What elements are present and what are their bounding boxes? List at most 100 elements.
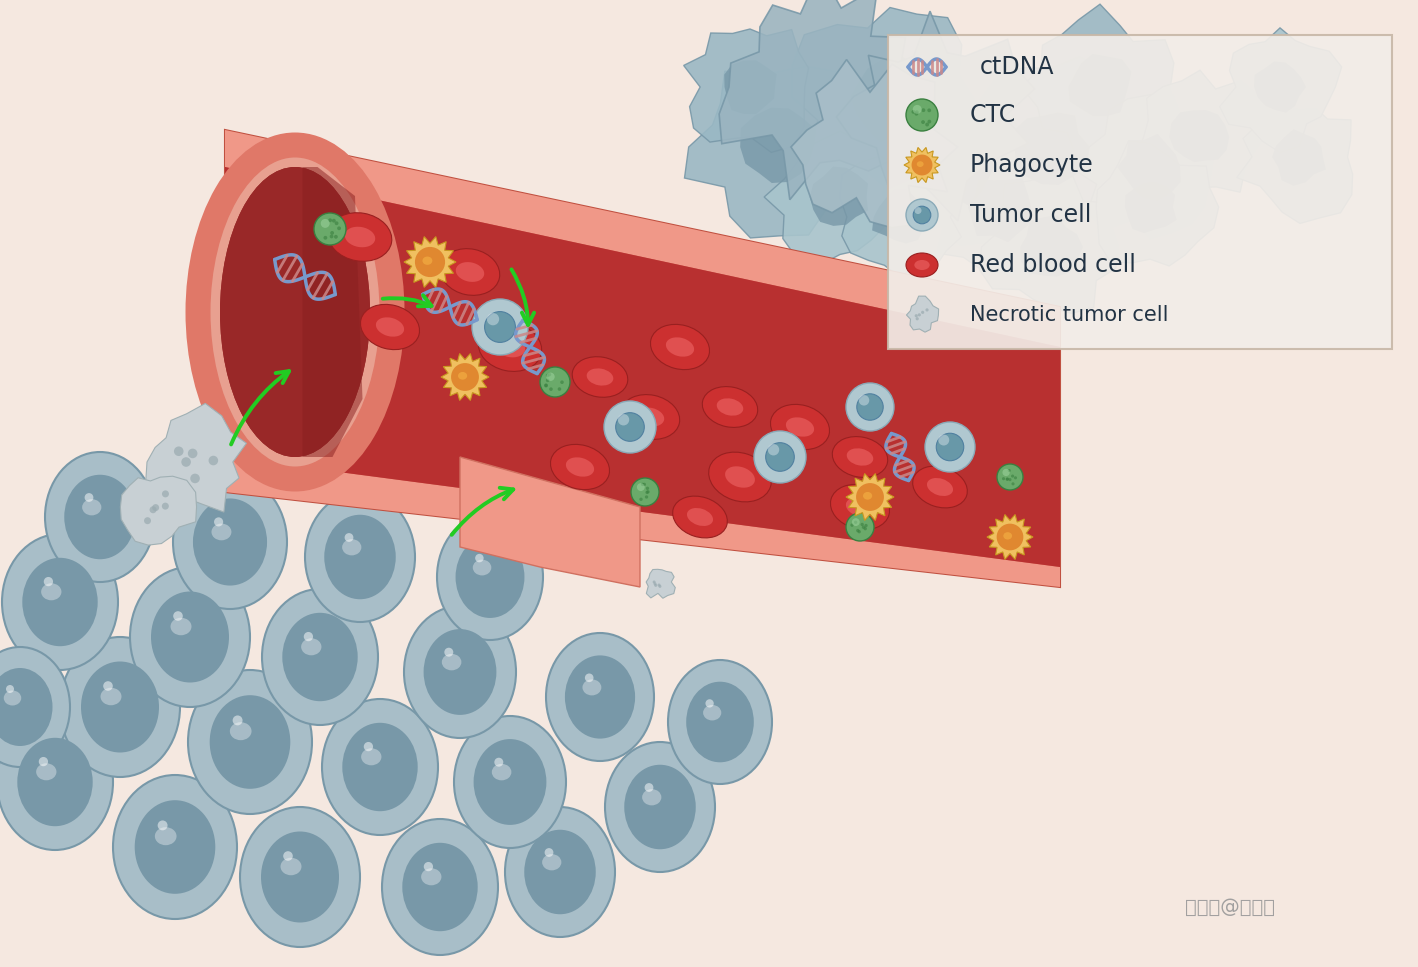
- Text: Red blood cell: Red blood cell: [970, 253, 1136, 277]
- Circle shape: [546, 372, 554, 381]
- Ellipse shape: [864, 492, 872, 500]
- Ellipse shape: [583, 680, 601, 695]
- Polygon shape: [725, 60, 777, 114]
- Polygon shape: [922, 130, 994, 206]
- Text: ctDNA: ctDNA: [980, 55, 1055, 79]
- Ellipse shape: [542, 854, 562, 870]
- Ellipse shape: [345, 226, 376, 248]
- Ellipse shape: [474, 739, 546, 825]
- Ellipse shape: [454, 716, 566, 848]
- Circle shape: [645, 486, 649, 490]
- Ellipse shape: [60, 637, 180, 777]
- Polygon shape: [404, 237, 457, 287]
- Circle shape: [922, 108, 926, 112]
- Circle shape: [451, 363, 479, 391]
- Circle shape: [618, 414, 630, 425]
- Circle shape: [916, 317, 919, 320]
- Ellipse shape: [113, 775, 237, 919]
- Circle shape: [190, 474, 200, 484]
- Polygon shape: [1136, 71, 1268, 202]
- Circle shape: [912, 110, 916, 114]
- Ellipse shape: [423, 256, 432, 265]
- Ellipse shape: [282, 613, 357, 701]
- Circle shape: [1003, 477, 1005, 481]
- Polygon shape: [1021, 4, 1174, 165]
- Polygon shape: [839, 156, 963, 277]
- Ellipse shape: [0, 647, 69, 767]
- Ellipse shape: [342, 540, 362, 555]
- Circle shape: [852, 518, 859, 526]
- Circle shape: [545, 848, 553, 857]
- Circle shape: [766, 443, 794, 471]
- Polygon shape: [764, 132, 915, 267]
- Circle shape: [233, 716, 242, 725]
- Circle shape: [912, 155, 933, 175]
- Circle shape: [584, 673, 594, 682]
- Polygon shape: [1219, 28, 1341, 153]
- Ellipse shape: [478, 323, 542, 371]
- Circle shape: [329, 235, 333, 238]
- Ellipse shape: [82, 499, 101, 515]
- Circle shape: [560, 380, 564, 384]
- Ellipse shape: [672, 496, 727, 538]
- Circle shape: [332, 219, 336, 222]
- Circle shape: [323, 236, 328, 240]
- Text: 搜狐号@基因狐: 搜狐号@基因狐: [1185, 898, 1275, 917]
- Polygon shape: [683, 29, 808, 153]
- Circle shape: [767, 444, 780, 455]
- Circle shape: [540, 367, 570, 397]
- Ellipse shape: [381, 819, 498, 955]
- Polygon shape: [1020, 215, 1083, 277]
- Circle shape: [856, 529, 859, 532]
- Polygon shape: [1014, 112, 1090, 185]
- Circle shape: [851, 523, 854, 527]
- Circle shape: [1005, 478, 1010, 481]
- Circle shape: [182, 457, 191, 467]
- Circle shape: [915, 112, 919, 116]
- Polygon shape: [906, 296, 939, 332]
- Ellipse shape: [328, 213, 391, 261]
- Circle shape: [424, 862, 432, 871]
- Ellipse shape: [41, 583, 61, 601]
- Circle shape: [604, 401, 657, 453]
- Text: Phagocyte: Phagocyte: [970, 153, 1093, 177]
- Circle shape: [631, 478, 659, 506]
- Ellipse shape: [666, 337, 695, 357]
- Circle shape: [1008, 478, 1011, 482]
- Circle shape: [320, 219, 329, 228]
- Circle shape: [485, 311, 515, 342]
- Circle shape: [415, 247, 445, 278]
- Circle shape: [174, 447, 183, 456]
- Circle shape: [85, 493, 94, 502]
- Ellipse shape: [832, 436, 888, 478]
- Circle shape: [705, 699, 713, 708]
- Circle shape: [1014, 476, 1017, 480]
- Circle shape: [856, 484, 883, 511]
- Ellipse shape: [281, 858, 302, 875]
- FancyBboxPatch shape: [888, 35, 1392, 349]
- Circle shape: [906, 199, 937, 231]
- Ellipse shape: [155, 827, 177, 845]
- Ellipse shape: [240, 807, 360, 947]
- Ellipse shape: [1, 534, 118, 670]
- Circle shape: [654, 582, 657, 585]
- Circle shape: [847, 513, 873, 541]
- Circle shape: [313, 213, 346, 245]
- Polygon shape: [1068, 54, 1132, 116]
- Ellipse shape: [605, 742, 715, 872]
- Polygon shape: [1272, 129, 1326, 186]
- Circle shape: [858, 530, 861, 534]
- Circle shape: [44, 577, 52, 586]
- Circle shape: [157, 820, 167, 831]
- Circle shape: [486, 313, 499, 325]
- Polygon shape: [225, 457, 1061, 587]
- Ellipse shape: [403, 843, 478, 931]
- Polygon shape: [872, 189, 930, 244]
- Ellipse shape: [624, 765, 696, 849]
- Ellipse shape: [642, 789, 661, 806]
- Polygon shape: [647, 570, 675, 599]
- Polygon shape: [441, 354, 489, 400]
- Ellipse shape: [709, 453, 771, 502]
- Circle shape: [658, 583, 661, 587]
- Ellipse shape: [917, 161, 923, 167]
